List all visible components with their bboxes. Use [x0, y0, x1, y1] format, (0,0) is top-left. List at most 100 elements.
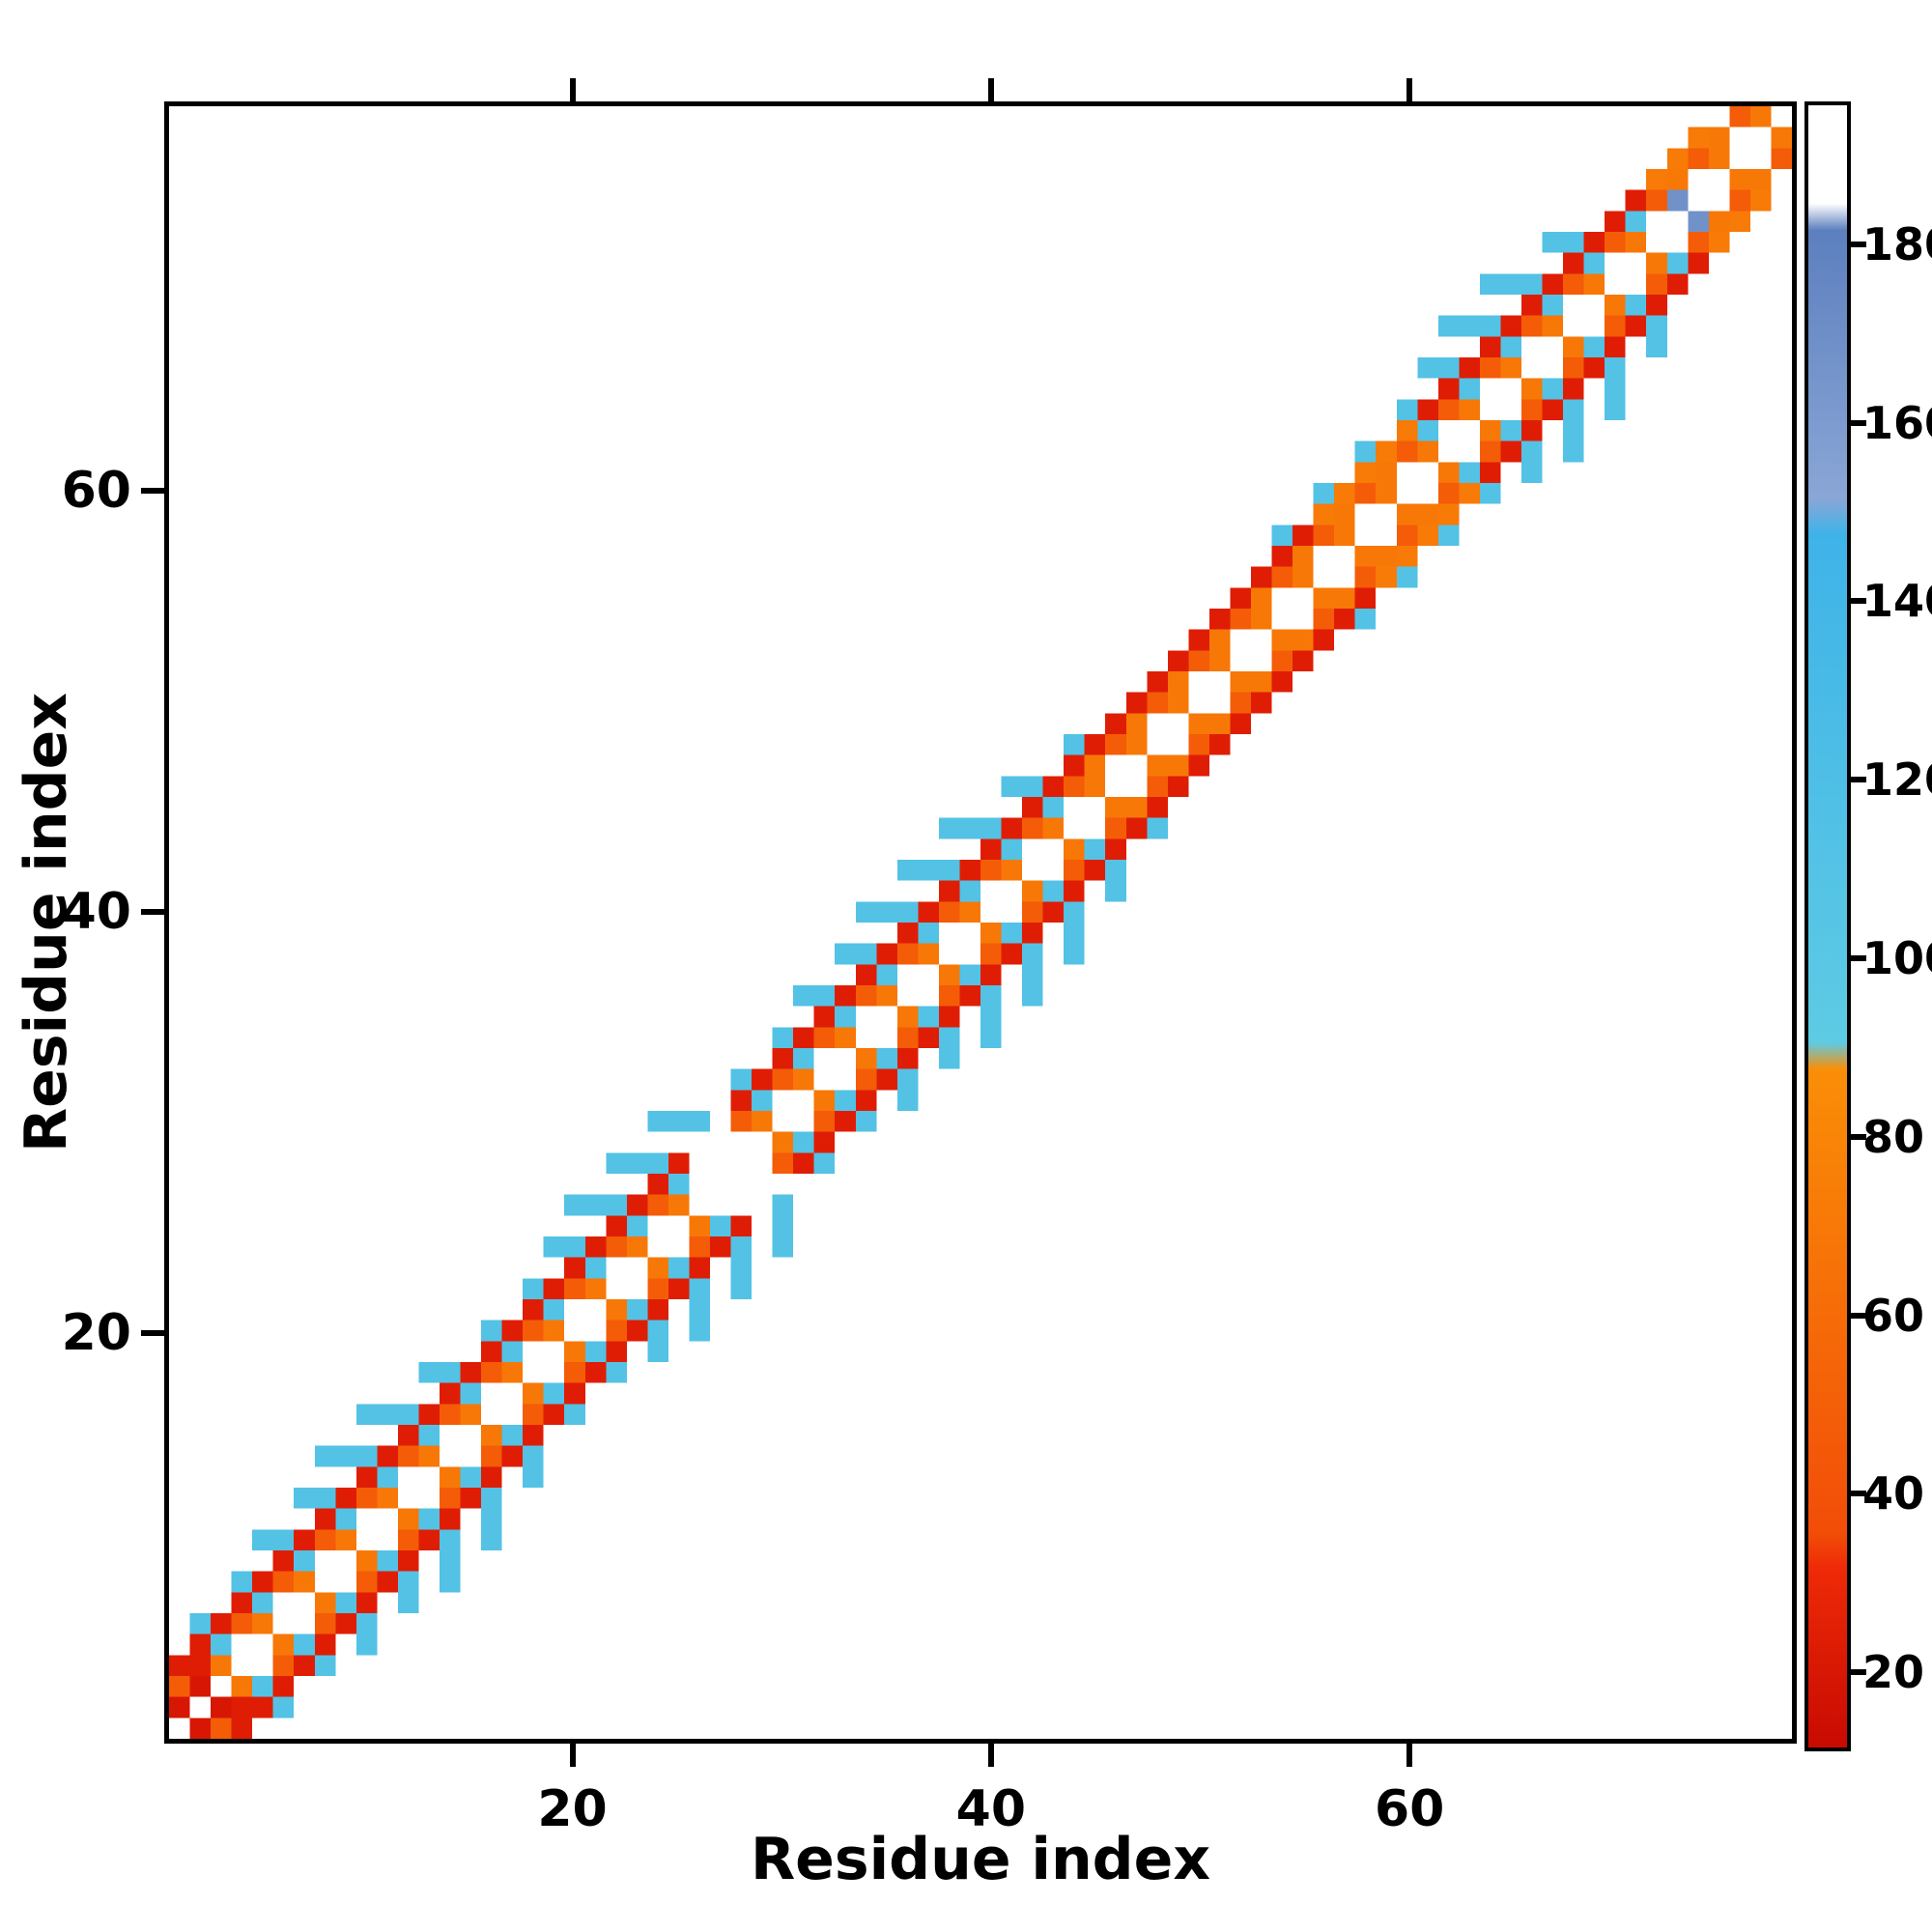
heatmap-cell [1251, 692, 1272, 714]
heatmap-cell [1334, 483, 1355, 504]
heatmap-cell [460, 1382, 482, 1405]
heatmap-cell [1666, 148, 1689, 169]
heatmap-cell [1459, 315, 1480, 337]
heatmap-cell [418, 1362, 440, 1383]
heatmap-cell [1105, 713, 1126, 734]
heatmap-cell [980, 964, 1002, 985]
heatmap-cell [1064, 860, 1085, 881]
heatmap-cell [772, 1027, 794, 1048]
heatmap-cell [1729, 189, 1750, 212]
heatmap-cell [564, 1278, 585, 1299]
heatmap-cell [668, 1111, 690, 1132]
heatmap-cell [272, 1634, 295, 1656]
heatmap-cell [1437, 357, 1460, 379]
heatmap-cell [1479, 462, 1501, 483]
heatmap-cell [1688, 232, 1709, 253]
heatmap-cell [1437, 462, 1460, 483]
heatmap-cell [855, 1111, 877, 1132]
heatmap-cell [1125, 734, 1148, 755]
heatmap-cell [1105, 734, 1126, 755]
heatmap-cell [355, 1571, 378, 1593]
heatmap-cell [855, 943, 877, 965]
heatmap-cell [626, 1299, 648, 1321]
colorbar-tick-mark [1851, 419, 1866, 426]
heatmap-cell [1500, 357, 1521, 379]
heatmap-cell [1188, 734, 1209, 755]
heatmap-cell [440, 1362, 461, 1383]
heatmap-cell [1521, 378, 1543, 400]
heatmap-cell [896, 1048, 919, 1069]
heatmap-cell [1001, 838, 1023, 860]
colorbar-tick-label: 20 [1862, 1646, 1925, 1699]
heatmap-cell [1396, 420, 1418, 441]
heatmap-cell [1354, 546, 1377, 567]
heatmap-cell [523, 1320, 544, 1342]
heatmap-cell [813, 1111, 836, 1132]
heatmap-cell [980, 985, 1002, 1007]
heatmap-cell [1688, 127, 1709, 149]
colorbar-tick-mark [1851, 1669, 1866, 1676]
heatmap-cell [355, 1466, 378, 1488]
heatmap-cell [377, 1550, 398, 1572]
heatmap-cell [440, 1382, 461, 1405]
heatmap-cell [710, 1236, 731, 1258]
heatmap-cell [1708, 148, 1730, 169]
heatmap-cell [1437, 525, 1460, 546]
heatmap-cell [481, 1488, 502, 1509]
heatmap-cell [1749, 169, 1772, 190]
heatmap-cell [689, 1299, 710, 1321]
heatmap-cell [835, 985, 856, 1007]
heatmap-cell [1646, 189, 1667, 212]
heatmap-cell [1521, 440, 1543, 463]
heatmap-cell [1625, 295, 1647, 316]
heatmap-cell [1459, 399, 1480, 420]
x-axis-label: Residue index [750, 1826, 1211, 1893]
heatmap-cell [1042, 901, 1065, 923]
heatmap-cell [918, 901, 939, 923]
heatmap-cell [1542, 399, 1564, 420]
heatmap-cell [1354, 462, 1377, 483]
heatmap-cell [481, 1529, 502, 1550]
heatmap-cell [626, 1152, 648, 1174]
heatmap-cell [1208, 734, 1231, 755]
heatmap-cell [1563, 378, 1584, 400]
heatmap-cell [355, 1613, 378, 1634]
heatmap-cell [481, 1341, 502, 1362]
heatmap-cell [876, 985, 897, 1007]
x-top-tick-mark [569, 78, 576, 101]
heatmap-cell [523, 1445, 544, 1467]
heatmap-cell [1646, 169, 1667, 190]
heatmap-cell [1251, 671, 1272, 693]
heatmap-cell [294, 1550, 315, 1572]
heatmap-cell [1749, 189, 1772, 212]
heatmap-cell [1563, 420, 1584, 441]
heatmap-cell [772, 1215, 794, 1236]
heatmap-cell [231, 1571, 253, 1593]
heatmap-cell [1376, 566, 1397, 588]
heatmap-cell [1479, 483, 1501, 504]
heatmap-cell [272, 1655, 295, 1676]
colorbar-tick-mark [1851, 777, 1866, 783]
heatmap-cell [1666, 169, 1689, 190]
heatmap-cell [1313, 629, 1335, 651]
heatmap-cell [1437, 315, 1460, 337]
heatmap-cell [689, 1257, 710, 1279]
heatmap-cell [1042, 817, 1065, 839]
heatmap-cell [1749, 106, 1772, 128]
heatmap-cell [626, 1215, 648, 1236]
heatmap-cell [1500, 315, 1521, 337]
heatmap-cell [1271, 629, 1293, 651]
heatmap-cell [647, 1341, 668, 1362]
heatmap-cell [1147, 754, 1168, 777]
heatmap-cell [835, 1111, 856, 1132]
heatmap-cell [1708, 232, 1730, 253]
heatmap-cell [1563, 399, 1584, 420]
heatmap-cell [1542, 315, 1564, 337]
heatmap-cell [440, 1550, 461, 1572]
heatmap-cell [231, 1592, 253, 1613]
heatmap-cell [1125, 797, 1148, 818]
heatmap-cell [1605, 336, 1626, 357]
heatmap-cell [896, 1006, 919, 1028]
heatmap-cell [1583, 336, 1605, 357]
heatmap-cell [1001, 817, 1023, 839]
